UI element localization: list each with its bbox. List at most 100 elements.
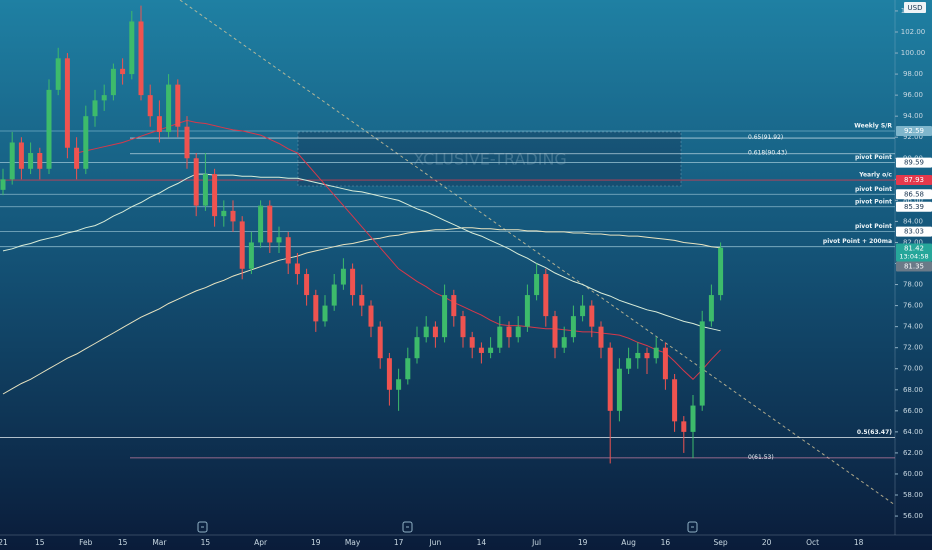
- candle-body: [64, 58, 70, 148]
- candle-body: [156, 116, 162, 132]
- candle-body: [340, 268, 346, 285]
- level-label: pivot Point: [855, 154, 892, 161]
- y-tick-label: 66.00: [903, 407, 923, 415]
- candle-body: [175, 84, 181, 127]
- candle-body: [110, 68, 116, 96]
- candle-body: [607, 347, 613, 411]
- y-tick-label: 72.00: [903, 344, 923, 352]
- price-tag: [896, 201, 932, 212]
- y-tick-label: 86.00: [903, 196, 923, 204]
- moving-average: [2, 173, 721, 332]
- candle-body: [193, 158, 199, 206]
- candle-body: [239, 221, 245, 269]
- watermark: XCLUSIVE-TRADING: [413, 150, 567, 169]
- y-tick-label: 102.00: [901, 28, 926, 36]
- candle-body: [18, 142, 24, 169]
- y-tick-label: 56.00: [903, 512, 923, 520]
- candle-body: [221, 210, 227, 217]
- level-label: 0(61.53): [748, 454, 774, 461]
- candle-body: [543, 274, 549, 317]
- x-tick-label: Aug: [621, 538, 636, 547]
- candle-body: [350, 268, 356, 296]
- candle-body: [304, 274, 310, 296]
- candle-body: [377, 326, 383, 359]
- y-tick-label: 68.00: [903, 386, 923, 394]
- candle-body: [626, 358, 632, 369]
- candle-body: [184, 126, 190, 159]
- candle-body: [616, 368, 622, 411]
- level-label: Yearly o/c: [858, 172, 892, 179]
- candle-body: [635, 352, 641, 359]
- price-tag: [896, 261, 932, 272]
- earnings-icon: [687, 521, 698, 533]
- x-tick-label: 14: [477, 538, 487, 547]
- x-tick-label: 21: [0, 538, 8, 547]
- currency: USD: [908, 4, 923, 12]
- x-tick-label: 19: [578, 538, 588, 547]
- x-tick-label: 15: [35, 538, 45, 547]
- candle-body: [101, 95, 107, 101]
- candle-body: [396, 379, 402, 390]
- candle-body: [469, 337, 475, 348]
- x-tick-label: May: [345, 538, 361, 547]
- candle-body: [506, 326, 512, 338]
- candle-body: [598, 326, 604, 348]
- y-tick-label: 94.00: [903, 112, 923, 120]
- earnings-icon: [197, 521, 208, 533]
- price-tag-label: 89.59: [904, 159, 924, 167]
- candle-body: [248, 242, 254, 269]
- currency-box: [904, 2, 926, 13]
- x-tick-label: 15: [118, 538, 128, 547]
- candle-body: [285, 237, 291, 264]
- price-tag-label: 81.42: [904, 245, 924, 253]
- candle-body: [138, 21, 144, 96]
- y-tick-label: 70.00: [903, 365, 923, 373]
- moving-average: [76, 119, 721, 380]
- candle-body: [83, 116, 89, 169]
- moving-average: [2, 227, 721, 395]
- candle-body: [662, 347, 668, 380]
- candle-body: [580, 305, 586, 317]
- price-tag: [896, 175, 932, 186]
- candle-body: [552, 316, 558, 348]
- candle-body: [515, 326, 521, 338]
- candle-body: [497, 326, 503, 348]
- candle-body: [414, 337, 420, 359]
- x-tick-label: Apr: [254, 538, 268, 547]
- y-tick-label: 98.00: [903, 70, 923, 78]
- candle-body: [212, 174, 218, 217]
- candle-body: [74, 147, 80, 169]
- level-label: 0.65(91.92): [748, 134, 783, 141]
- price-tag: [896, 189, 932, 200]
- y-tick-label: 92.00: [903, 133, 923, 141]
- candle-body: [28, 153, 34, 169]
- x-tick-label: 19: [311, 538, 321, 547]
- candle-body: [258, 205, 264, 243]
- y-tick-label: 58.00: [903, 491, 923, 499]
- trend-line: [179, 0, 896, 506]
- candle-body: [55, 58, 61, 90]
- x-tick-label: 15: [201, 538, 211, 547]
- plot-layer: 56.00 58.00 60.00 62.00 64.00 66.00 68.00 70.00…: [0, 5, 932, 547]
- candle-body: [672, 379, 678, 422]
- y-tick-label: 76.00: [903, 302, 923, 310]
- y-tick-label: 84.00: [903, 217, 923, 225]
- level-label: pivot Point + 200ma: [823, 238, 892, 245]
- candle-body: [359, 295, 365, 306]
- price-tag-label: 85.39: [904, 203, 924, 211]
- price-tag-label: 87.93: [904, 176, 924, 184]
- candle-body: [9, 142, 15, 180]
- price-tag-label: 86.58: [904, 190, 924, 198]
- price-tag: [896, 157, 932, 168]
- price-tag-label: 81.35: [904, 263, 924, 271]
- candle-body: [0, 179, 6, 190]
- x-tick-label: Jun: [429, 538, 442, 547]
- y-tick-label: 62.00: [903, 449, 923, 457]
- y-tick-label: 96.00: [903, 91, 923, 99]
- candle-body: [202, 174, 208, 206]
- level-label: 0.5(63.47): [857, 429, 892, 436]
- x-tick-label: 18: [854, 538, 864, 547]
- candle-body: [386, 358, 392, 390]
